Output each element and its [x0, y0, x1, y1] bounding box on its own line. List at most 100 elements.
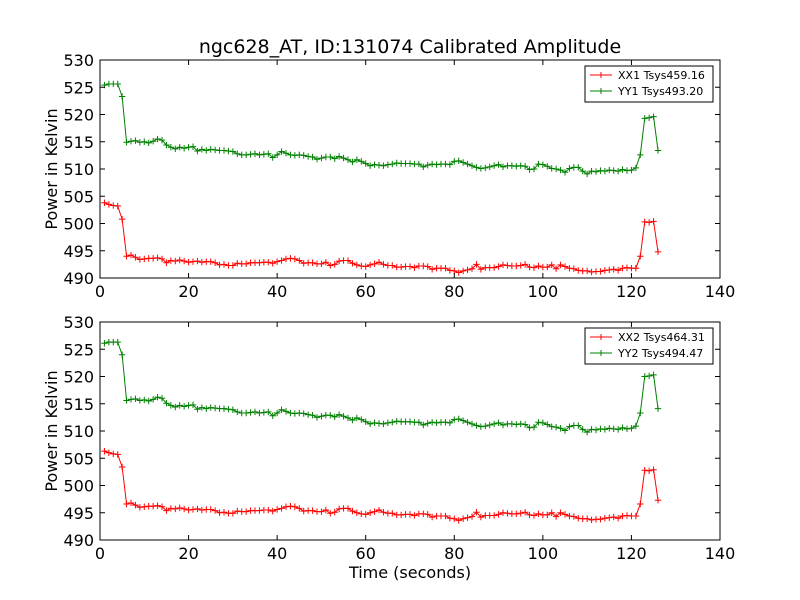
- data-point: [331, 261, 338, 268]
- data-point: [242, 260, 250, 268]
- data-point: [287, 151, 294, 159]
- data-point: [601, 267, 609, 274]
- data-point: [211, 146, 219, 154]
- data-point: [637, 409, 644, 417]
- data-point: [189, 143, 197, 150]
- data-point: [265, 506, 272, 514]
- data-point: [420, 510, 427, 518]
- data-point: [513, 421, 520, 428]
- data-point: [185, 402, 192, 409]
- data-point: [415, 160, 423, 168]
- data-point: [203, 147, 210, 154]
- data-point: [552, 265, 560, 272]
- bottom-plot-panel: 0 20 40 60 80 100 120 140 490 495 500 505 510 515 520 5…: [42, 313, 735, 563]
- data-point: [641, 115, 648, 122]
- data-point: [583, 428, 591, 436]
- data-point: [229, 510, 237, 517]
- data-point: [340, 154, 347, 162]
- top-legend: XX1 Tsys459.16 YY1 Tsys493.20: [584, 65, 714, 103]
- data-point: [362, 418, 369, 425]
- data-point: [309, 153, 316, 161]
- legend-label: XX2 Tsys464.31: [618, 331, 705, 344]
- data-point: [641, 373, 648, 380]
- data-point: [132, 254, 139, 261]
- y-tick-label: 515: [63, 395, 94, 414]
- data-point: [176, 144, 183, 151]
- x-tick-label: 140: [705, 544, 736, 563]
- data-point: [375, 258, 383, 266]
- data-point: [335, 153, 343, 160]
- data-point: [632, 422, 640, 430]
- data-point: [566, 423, 573, 430]
- data-point: [349, 158, 356, 166]
- data-point: [561, 511, 569, 518]
- data-point: [517, 162, 524, 169]
- data-point: [517, 510, 524, 517]
- data-point: [291, 152, 299, 159]
- data-point: [296, 505, 303, 512]
- data-point: [614, 167, 622, 175]
- data-point: [211, 259, 219, 266]
- data-point: [234, 260, 241, 267]
- data-point: [265, 150, 272, 157]
- x-tick-label: 120: [616, 282, 647, 301]
- data-point: [645, 219, 653, 226]
- data-point: [118, 463, 126, 471]
- bottom-series-1: [101, 447, 662, 524]
- data-point: [194, 505, 201, 513]
- data-point: [287, 255, 294, 262]
- data-point: [641, 467, 648, 474]
- data-point: [389, 160, 396, 168]
- data-point: [428, 513, 436, 521]
- data-point: [327, 510, 334, 517]
- data-point: [619, 166, 626, 173]
- top-series-1: [101, 199, 662, 276]
- data-point: [451, 416, 458, 423]
- data-point: [597, 167, 604, 174]
- data-point: [495, 263, 502, 270]
- data-point: [141, 255, 148, 263]
- data-point: [371, 161, 378, 168]
- x-tick-label: 20: [178, 544, 198, 563]
- data-point: [393, 159, 400, 167]
- data-point: [473, 164, 480, 171]
- data-point: [256, 151, 263, 159]
- data-point: [176, 256, 183, 264]
- data-point: [637, 253, 644, 260]
- data-point: [189, 506, 197, 513]
- data-point: [490, 162, 498, 169]
- data-point: [163, 259, 170, 266]
- data-point: [123, 253, 130, 260]
- data-point: [464, 514, 471, 521]
- x-tick-label: 40: [267, 282, 287, 301]
- data-point: [211, 507, 219, 514]
- data-point: [234, 507, 241, 515]
- data-point: [645, 114, 653, 121]
- data-point: [477, 423, 485, 430]
- data-point: [371, 508, 378, 515]
- data-point: [141, 503, 148, 510]
- data-point: [172, 257, 179, 265]
- data-point: [597, 516, 604, 523]
- data-point: [517, 420, 524, 428]
- data-point: [552, 513, 560, 520]
- data-point: [544, 511, 551, 519]
- x-tick-label: 40: [267, 544, 287, 563]
- data-point: [158, 503, 166, 510]
- data-point: [380, 261, 387, 268]
- data-point: [176, 402, 183, 409]
- data-point: [203, 405, 210, 412]
- data-point: [442, 160, 449, 168]
- data-point: [583, 170, 591, 178]
- data-point: [282, 408, 290, 415]
- data-point: [344, 414, 352, 422]
- data-point: [114, 80, 121, 88]
- data-point: [349, 507, 356, 515]
- data-point: [406, 418, 414, 425]
- data-point: [428, 419, 436, 426]
- data-point: [619, 264, 626, 272]
- data-point: [575, 164, 582, 171]
- x-axis-label: Time (seconds): [348, 563, 471, 582]
- data-point: [269, 260, 276, 267]
- data-point: [614, 515, 622, 522]
